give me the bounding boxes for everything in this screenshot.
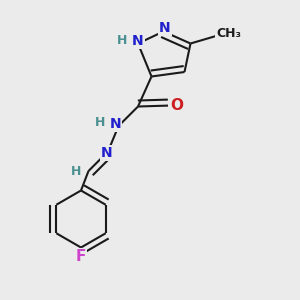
Text: H: H: [117, 34, 128, 47]
Text: H: H: [71, 165, 82, 178]
Text: N: N: [132, 34, 144, 48]
Text: H: H: [95, 116, 106, 130]
Text: CH₃: CH₃: [216, 27, 241, 40]
Text: N: N: [110, 117, 121, 130]
Text: F: F: [76, 249, 86, 264]
Text: O: O: [170, 98, 184, 113]
Text: N: N: [101, 146, 112, 160]
Text: N: N: [159, 21, 171, 35]
